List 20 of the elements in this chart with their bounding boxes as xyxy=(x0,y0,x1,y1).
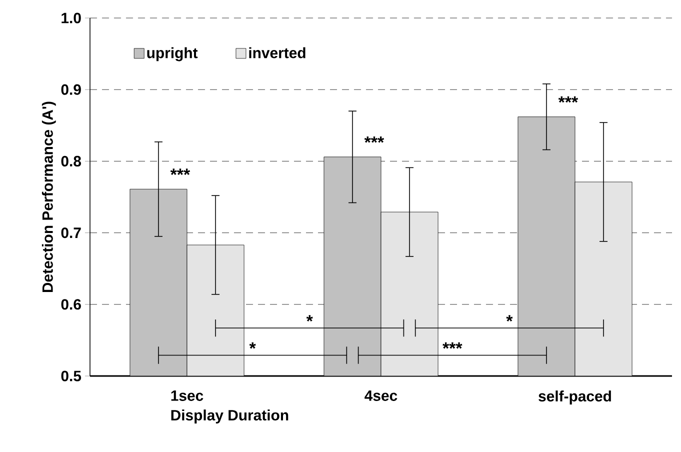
y-tick-label: 0.5 xyxy=(61,370,82,382)
annotation: * xyxy=(306,315,313,322)
y-tick-label: 0.6 xyxy=(61,299,81,310)
annotation: * xyxy=(249,342,256,349)
x-tick-label: 1sec xyxy=(171,390,204,401)
y-axis-title: Detection Performance (A') xyxy=(42,102,56,292)
annotation: *** xyxy=(558,96,578,103)
annotation: *** xyxy=(364,136,384,143)
x-tick-label: self-paced xyxy=(538,390,611,404)
legend-label: inverted xyxy=(249,47,306,58)
y-tick-label: 0.7 xyxy=(61,228,81,238)
annotation: * xyxy=(506,315,513,322)
legend-label: upright xyxy=(147,47,198,62)
x-axis-title: Display Duration xyxy=(171,410,288,424)
annotation: *** xyxy=(442,342,462,349)
y-tick-label: 1.0 xyxy=(62,12,81,24)
x-tick-label: 4sec xyxy=(364,390,398,401)
y-tick-label: 0.8 xyxy=(61,156,82,166)
y-tick-label: 0.9 xyxy=(61,84,81,95)
annotation: *** xyxy=(170,168,190,175)
